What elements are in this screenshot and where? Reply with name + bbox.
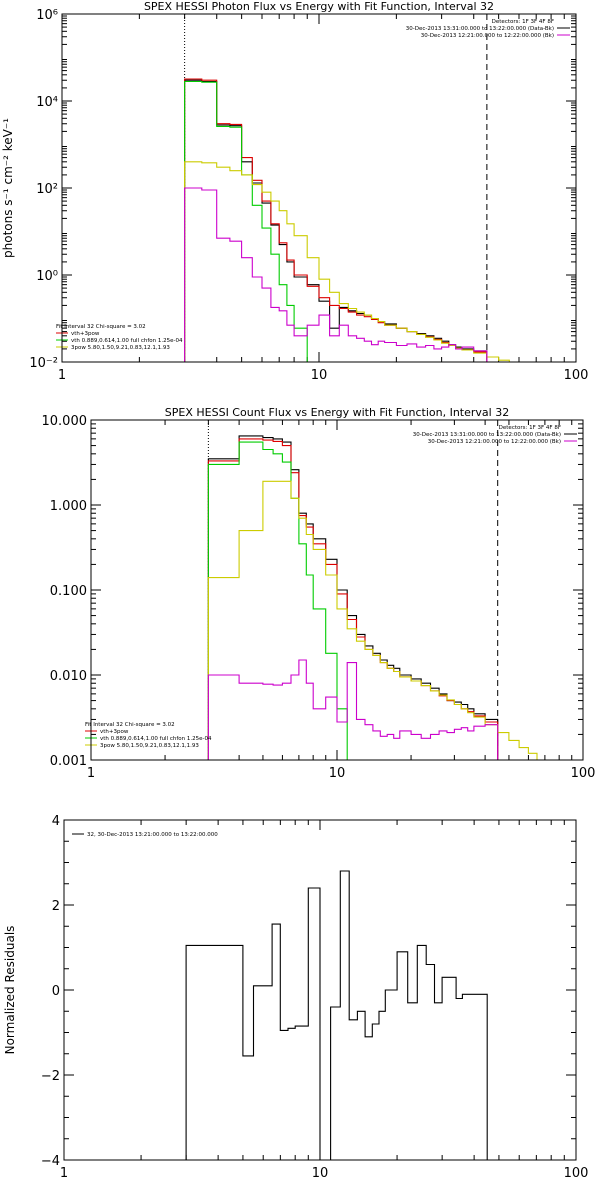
- legend-top-text: 32, 30-Dec-2013 13:21:00.000 to 13:22:00…: [87, 832, 218, 838]
- legend-top-text: 30-Dec-2013 13:31:00.000 to 13:22:00.000…: [406, 26, 554, 32]
- legend-fit-text: vth+3pow: [100, 729, 129, 735]
- chart-title: SPEX HESSI Photon Flux vs Energy with Fi…: [144, 0, 494, 13]
- y-tick-label: 10⁻²: [29, 356, 58, 371]
- legend-fit-text: vth 0.889,0.614,1.00 full chfon 1.25e-04: [100, 736, 212, 742]
- x-tick-label: 1: [58, 368, 66, 383]
- legend-fit-text: 3pow 5.80,1.50,9.21,0.83,12.1,1.93: [100, 743, 199, 749]
- residuals-panel: Normalized Residuals 1 10 100 −4 −2 0 2 4 32, 30-…: [3, 814, 588, 1181]
- plot-frame: [90, 419, 584, 761]
- legend-fit-header: Fit Interval 32 Chi-square = 3.02: [56, 324, 146, 330]
- series-line-0: [185, 870, 488, 1160]
- series-line-3: [184, 161, 510, 362]
- count-flux-panel: SPEX HESSI Count Flux vs Energy with Fit…: [42, 406, 596, 781]
- y-tick-label: 1.000: [50, 499, 87, 514]
- plot-frame: [61, 13, 577, 363]
- legend-top-text: Detectors: 1F 3F 4F 8F: [499, 425, 561, 431]
- y-tick-label: 0: [52, 984, 60, 999]
- y-tick-label: 10⁶: [36, 8, 58, 23]
- y-axis-label: Normalized Residuals: [3, 926, 17, 1055]
- series-line-1: [207, 438, 499, 760]
- x-tick-label: 10: [311, 368, 328, 383]
- y-tick-label: 0.100: [50, 584, 87, 599]
- y-axis-label: photons s⁻¹ cm⁻² keV⁻¹: [1, 118, 15, 258]
- legend-fit-text: vth+3pow: [71, 331, 100, 337]
- y-tick-label: 4: [52, 814, 60, 829]
- x-tick-label: 100: [571, 766, 596, 781]
- series-line-2: [207, 441, 348, 760]
- y-tick-label: 0.010: [50, 669, 87, 684]
- y-tick-label: 0.001: [50, 754, 87, 769]
- chart-title: SPEX HESSI Count Flux vs Energy with Fit…: [165, 406, 509, 419]
- series-group: [185, 870, 488, 1160]
- photon-flux-panel: SPEX HESSI Photon Flux vs Energy with Fi…: [1, 0, 588, 383]
- y-tick-label: 10⁴: [36, 95, 58, 110]
- series-line-2: [184, 80, 331, 362]
- series-line-4: [207, 659, 499, 760]
- legend-fit-text: 3pow 5.80,1.50,9.21,0.83,12.1,1.93: [71, 345, 170, 351]
- series-line-0: [184, 79, 488, 362]
- x-tick-label: 1: [60, 1166, 68, 1181]
- legend-top-text: 30-Dec-2013 13:31:00.000 to 13:22:00.000…: [413, 432, 561, 438]
- series-group: [207, 435, 545, 760]
- x-tick-label: 1: [87, 766, 95, 781]
- legend-fit-header: Fit Interval 32 Chi-square = 3.02: [85, 722, 175, 728]
- x-tick-label: 10: [329, 766, 346, 781]
- series-line-0: [207, 435, 499, 760]
- x-tick-label: 100: [564, 1166, 589, 1181]
- y-tick-label: 10.000: [42, 414, 88, 429]
- y-tick-label: 2: [52, 899, 60, 914]
- y-tick-label: −4: [41, 1154, 60, 1169]
- series-line-3: [207, 480, 545, 760]
- y-tick-label: −2: [41, 1069, 60, 1084]
- plot-frame: [63, 819, 577, 1161]
- legend-top-text: Detectors: 1F 3F 4F 8F: [492, 19, 554, 25]
- x-tick-label: 10: [312, 1166, 329, 1181]
- legend-top-text: 30-Dec-2013 12:21:00.000 to 12:22:00.000…: [421, 33, 554, 39]
- legend-top-text: 30-Dec-2013 12:21:00.000 to 12:22:00.000…: [428, 439, 561, 445]
- y-tick-label: 10²: [36, 182, 58, 197]
- series-line-1: [184, 78, 488, 362]
- series-group: [184, 78, 510, 362]
- series-line-4: [184, 187, 488, 362]
- y-tick-label: 10⁰: [36, 269, 58, 284]
- legend-fit-text: vth 0.889,0.614,1.00 full chfon 1.25e-04: [71, 338, 183, 344]
- x-tick-label: 100: [564, 368, 589, 383]
